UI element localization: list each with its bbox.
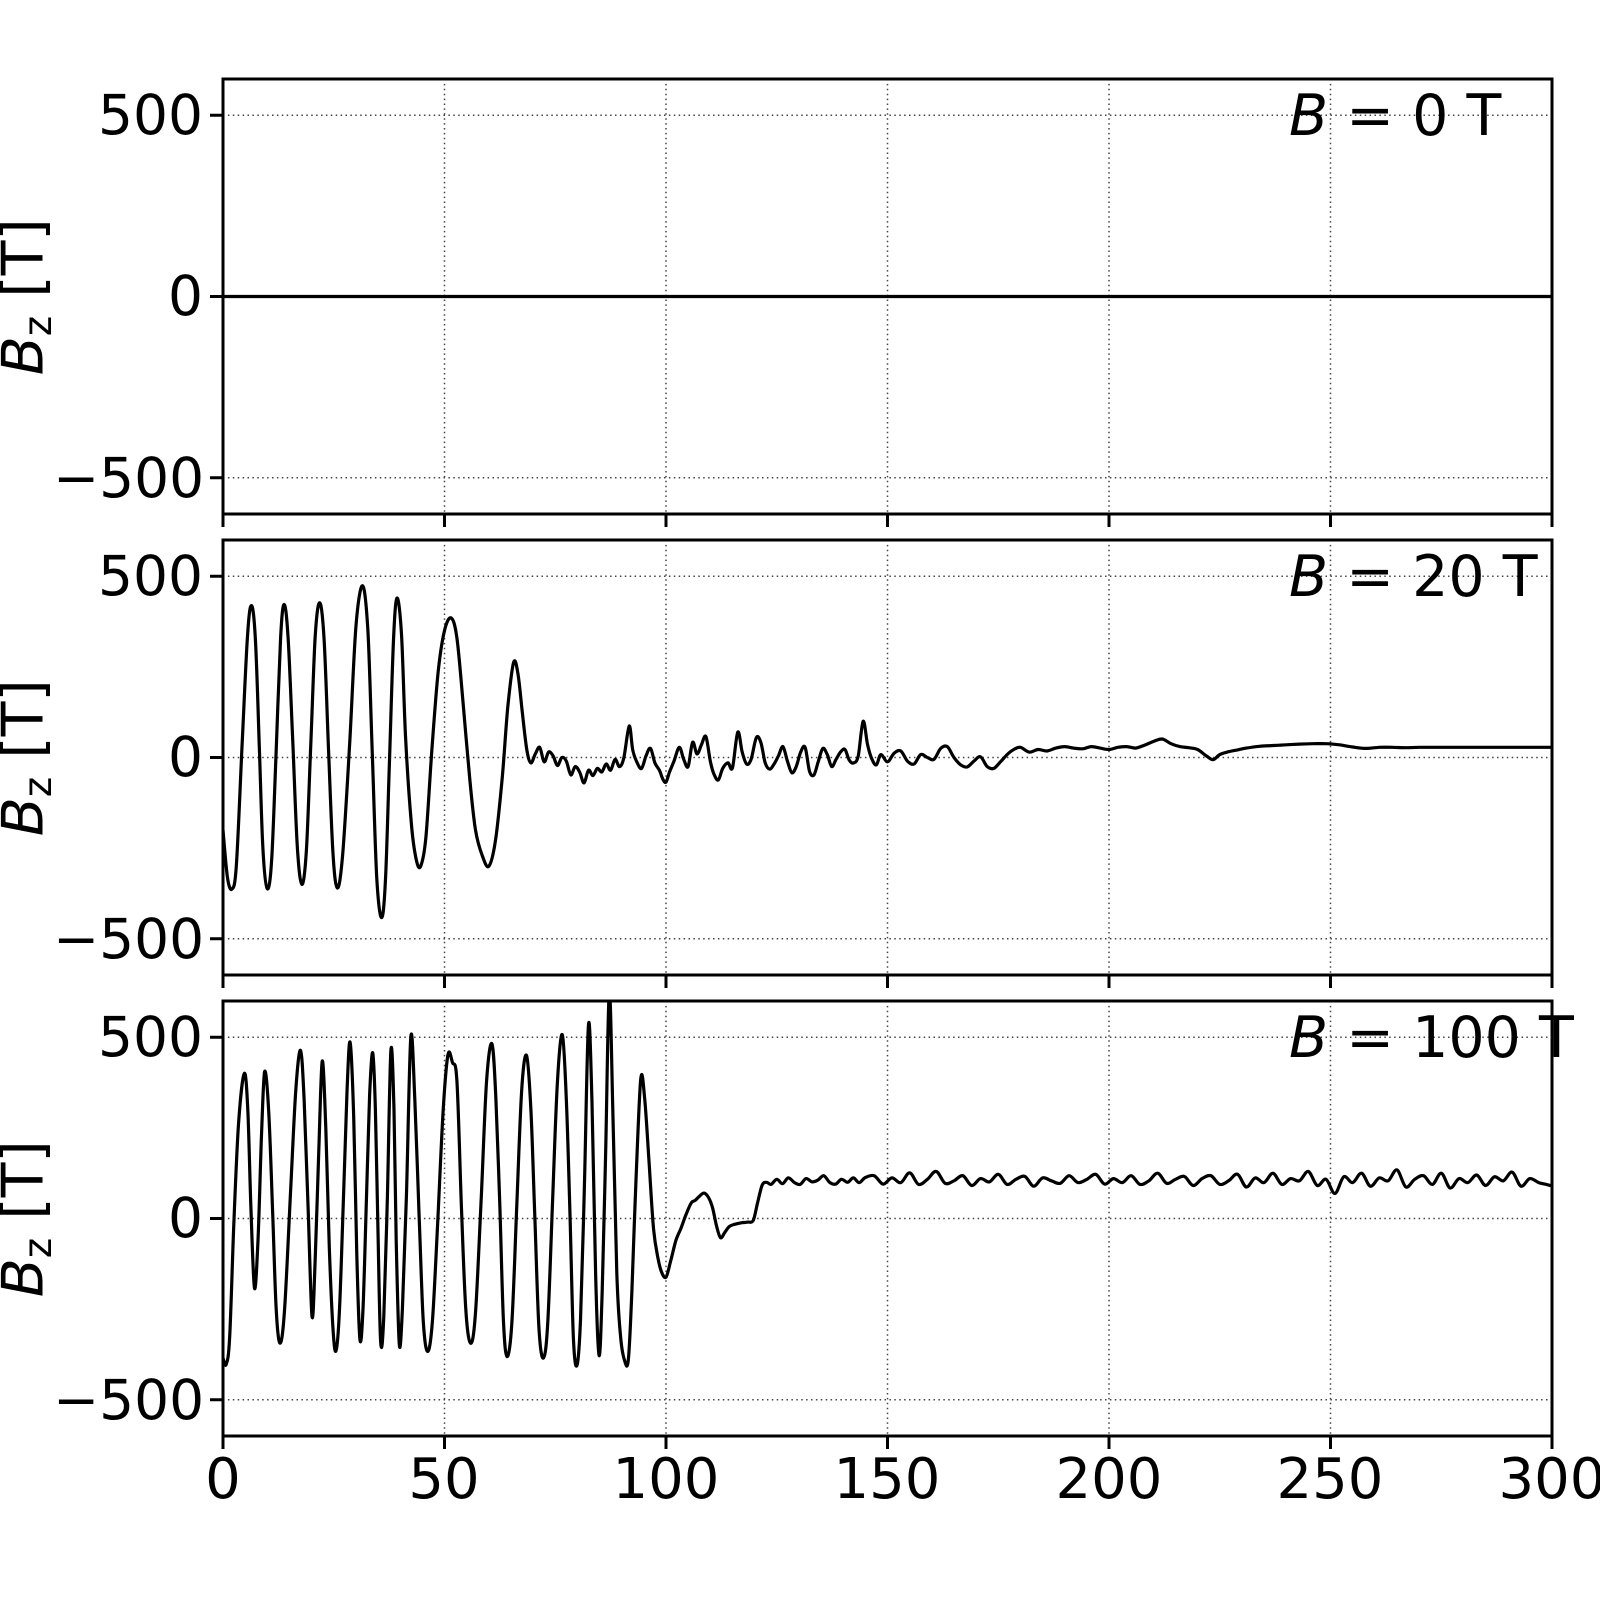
annotation-text: = 100 T — [1328, 1005, 1574, 1071]
subplot-b20-frame — [221, 538, 1554, 977]
ylabel-subscript: z — [15, 1237, 61, 1258]
annotation-symbol: B — [1289, 1005, 1329, 1071]
xtick-150: 150 — [833, 1447, 941, 1512]
subplot-b20-data-line — [223, 584, 1552, 920]
ytick-0: 0 — [168, 1186, 203, 1250]
ytick-neg500: −500 — [53, 446, 205, 510]
ytick-0: 0 — [168, 725, 203, 789]
ylabel-symbol: B — [0, 1258, 56, 1297]
ylabel-unit: [T] — [0, 218, 57, 298]
annotation-text: = 20 T — [1328, 544, 1538, 610]
annotation-text: = 0 T — [1328, 83, 1502, 149]
ylabel-symbol: B — [0, 336, 56, 375]
ytick-0: 0 — [168, 264, 203, 328]
annotation-symbol: B — [1289, 83, 1329, 149]
xtick-0: 0 — [205, 1447, 241, 1512]
subplot-b20-gridlines — [223, 540, 1552, 975]
subplot-b0-tick-marks — [210, 113, 1554, 527]
ytick-500: 500 — [98, 544, 203, 608]
xtick-50: 50 — [408, 1447, 480, 1512]
subplot-b100-canvas — [210, 999, 1554, 1449]
subplot-b100-gridlines — [223, 1001, 1552, 1436]
xtick-200: 200 — [1055, 1447, 1163, 1512]
subplot-b20-canvas — [210, 538, 1554, 988]
annotation-symbol: B — [1289, 544, 1329, 610]
ylabel-unit: [T] — [0, 679, 57, 759]
subplot-b20: B = 20 T 500 0 −500 — [53, 538, 1554, 988]
y-axis-label-panel2: Bz [T] — [0, 1001, 62, 1436]
xtick-300: 300 — [1498, 1447, 1600, 1512]
ytick-500: 500 — [98, 83, 203, 147]
subplot-b100: B = 100 T 500 0 −500 — [53, 999, 1574, 1449]
xtick-250: 250 — [1276, 1447, 1384, 1512]
y-axis-label-panel0: Bz [T] — [0, 79, 62, 514]
ylabel-unit: [T] — [0, 1140, 57, 1220]
ylabel-subscript: z — [15, 776, 61, 797]
subplot-b100-data-line — [223, 1001, 1552, 1368]
ytick-500: 500 — [98, 1005, 203, 1069]
ylabel-subscript: z — [15, 315, 61, 336]
subplot-b20-annotation: B = 20 T — [1289, 546, 1538, 608]
y-axis-label-panel1: Bz [T] — [0, 540, 62, 975]
subplot-b20-tick-marks — [210, 574, 1554, 988]
ylabel-symbol: B — [0, 797, 56, 836]
subplot-b100-frame — [221, 999, 1554, 1438]
subplot-b100-tick-marks — [210, 1035, 1554, 1449]
subplot-b0-annotation: B = 0 T — [1289, 85, 1501, 147]
ytick-neg500: −500 — [53, 907, 205, 971]
subplot-b0: B = 0 T 500 0 −500 — [53, 77, 1554, 527]
xtick-100: 100 — [612, 1447, 720, 1512]
subplot-b0-frame — [221, 77, 1554, 516]
ytick-neg500: −500 — [53, 1368, 205, 1432]
subplot-b100-annotation: B = 100 T — [1289, 1007, 1574, 1069]
subplot-b0-canvas — [210, 77, 1554, 527]
